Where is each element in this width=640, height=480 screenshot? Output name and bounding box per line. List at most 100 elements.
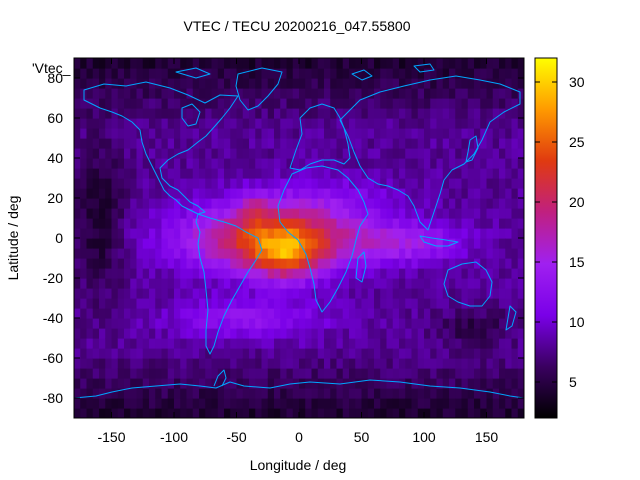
heatmap-cell	[336, 138, 344, 149]
heatmap-cell	[74, 358, 81, 369]
heatmap-cell	[74, 168, 81, 179]
heatmap-cell	[305, 58, 313, 69]
heatmap-cell	[199, 328, 206, 339]
heatmap-cell	[230, 158, 238, 169]
heatmap-cell	[336, 368, 344, 379]
heatmap-cell	[186, 238, 194, 249]
heatmap-cell	[317, 208, 325, 219]
heatmap-cell	[136, 58, 144, 69]
heatmap-cell	[511, 278, 519, 289]
heatmap-cell	[449, 278, 456, 289]
heatmap-cell	[149, 288, 156, 299]
heatmap-cell	[236, 138, 244, 149]
heatmap-cell	[211, 398, 219, 409]
heatmap-cell	[299, 348, 306, 359]
heatmap-cell	[461, 268, 469, 279]
heatmap-cell	[161, 398, 169, 409]
heatmap-cell	[261, 388, 269, 399]
heatmap-cell	[405, 398, 413, 409]
heatmap-cell	[280, 308, 288, 319]
heatmap-cell	[511, 388, 519, 399]
heatmap-cell	[442, 88, 450, 99]
heatmap-cell	[299, 228, 306, 239]
heatmap-cell	[517, 368, 524, 379]
heatmap-cell	[142, 268, 150, 279]
heatmap-cell	[311, 258, 319, 269]
heatmap-cell	[517, 208, 524, 219]
heatmap-cell	[130, 388, 138, 399]
heatmap-cell	[230, 128, 238, 139]
heatmap-cell	[80, 138, 88, 149]
heatmap-cell	[517, 408, 524, 418]
heatmap-cell	[367, 138, 375, 149]
heatmap-cell	[349, 328, 356, 339]
heatmap-cell	[392, 228, 400, 239]
heatmap-cell	[174, 118, 181, 129]
heatmap-cell	[80, 108, 88, 119]
heatmap-cell	[99, 188, 106, 199]
heatmap-cell	[274, 118, 281, 129]
heatmap-cell	[230, 218, 238, 229]
heatmap-cell	[430, 188, 438, 199]
heatmap-cell	[161, 88, 169, 99]
heatmap-cell	[317, 58, 325, 69]
heatmap-cell	[255, 348, 263, 359]
heatmap-cell	[367, 88, 375, 99]
heatmap-cell	[274, 328, 281, 339]
heatmap-cell	[436, 128, 444, 139]
heatmap-cell	[461, 398, 469, 409]
heatmap-cell	[392, 238, 400, 249]
heatmap-cell	[399, 88, 406, 99]
heatmap-cell	[324, 408, 331, 418]
heatmap-cell	[117, 148, 125, 159]
heatmap-cell	[130, 68, 138, 79]
heatmap-cell	[186, 58, 194, 69]
heatmap-cell	[367, 238, 375, 249]
heatmap-cell	[74, 328, 81, 339]
heatmap-cell	[349, 338, 356, 349]
heatmap-cell	[80, 328, 88, 339]
heatmap-cell	[255, 298, 263, 309]
heatmap-cell	[430, 288, 438, 299]
heatmap-cell	[349, 298, 356, 309]
heatmap-cell	[492, 338, 500, 349]
heatmap-cell	[261, 398, 269, 409]
heatmap-cell	[136, 358, 144, 369]
heatmap-cell	[511, 168, 519, 179]
heatmap-cell	[330, 168, 338, 179]
heatmap-cell	[280, 178, 288, 189]
heatmap-cell	[224, 308, 231, 319]
heatmap-cell	[267, 188, 275, 199]
heatmap-cell	[92, 128, 100, 139]
heatmap-cell	[474, 128, 481, 139]
heatmap-cell	[374, 298, 381, 309]
heatmap-cell	[149, 218, 156, 229]
heatmap-cell	[280, 198, 288, 209]
heatmap-cell	[149, 388, 156, 399]
y-axis-label: Latitude / deg	[5, 196, 21, 281]
heatmap-cell	[217, 238, 225, 249]
heatmap-cell	[361, 58, 369, 69]
heatmap-cell	[367, 198, 375, 209]
heatmap-cell	[411, 348, 419, 359]
heatmap-cell	[449, 378, 456, 389]
heatmap-cell	[280, 288, 288, 299]
heatmap-cell	[205, 138, 213, 149]
heatmap-cell	[311, 278, 319, 289]
heatmap-cell	[355, 408, 363, 418]
heatmap-cell	[211, 268, 219, 279]
heatmap-cell	[367, 408, 375, 418]
heatmap-cell	[311, 208, 319, 219]
heatmap-cell	[330, 158, 338, 169]
heatmap-cell	[480, 358, 488, 369]
heatmap-cell	[311, 138, 319, 149]
heatmap-cell	[192, 58, 200, 69]
heatmap-cell	[142, 88, 150, 99]
heatmap-cell	[374, 138, 381, 149]
heatmap-cell	[267, 298, 275, 309]
heatmap-cell	[442, 298, 450, 309]
heatmap-cell	[355, 278, 363, 289]
heatmap-cell	[167, 168, 175, 179]
heatmap-cell	[330, 248, 338, 259]
heatmap-cell	[361, 388, 369, 399]
